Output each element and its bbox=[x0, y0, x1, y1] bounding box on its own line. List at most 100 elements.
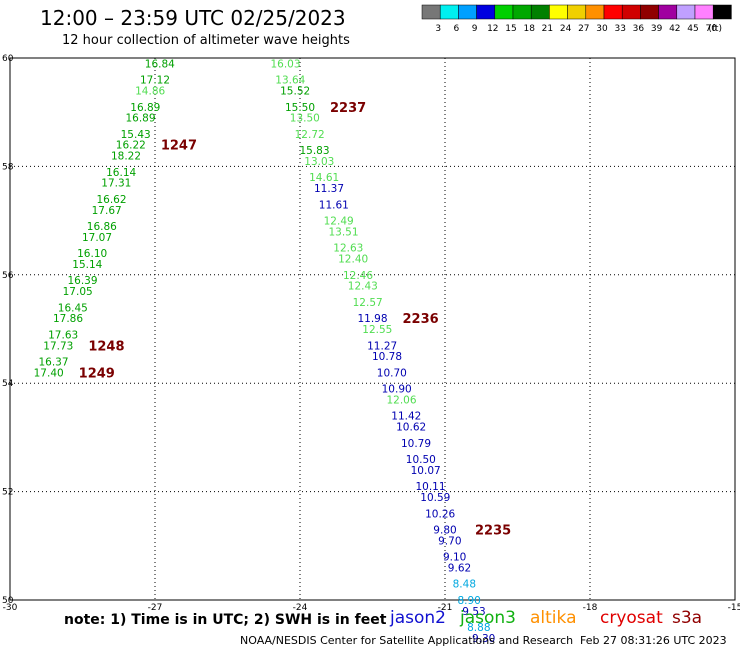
wave-height-label: 12.63 bbox=[333, 243, 363, 255]
wave-height-label: 16.89 bbox=[125, 113, 155, 125]
colorbar-label: 33 bbox=[614, 24, 625, 34]
colorbar-swatch bbox=[676, 4, 696, 20]
wave-height-label: 9.30 bbox=[472, 633, 495, 645]
y-tick-label: 50 bbox=[2, 596, 14, 606]
chart-subtitle: 12 hour collection of altimeter wave hei… bbox=[62, 33, 350, 48]
colorbar-swatch bbox=[439, 4, 459, 20]
colorbar-swatch bbox=[621, 4, 641, 20]
pass-id-label: 2236 bbox=[403, 312, 439, 327]
colorbar-label: 3 bbox=[435, 24, 441, 34]
timestamp-text: Feb 27 08:31:26 UTC 2023 bbox=[580, 634, 727, 647]
colorbar-label: 21 bbox=[542, 24, 553, 34]
wave-height-label: 11.27 bbox=[367, 340, 397, 352]
legend-s3a: s3a bbox=[672, 608, 703, 628]
colorbar-label: 15 bbox=[505, 24, 516, 34]
wave-height-label: 14.86 bbox=[135, 86, 165, 98]
wave-height-label: 17.63 bbox=[48, 329, 78, 341]
colorbar-label: 12 bbox=[487, 24, 498, 34]
wave-height-label: 8.88 bbox=[467, 622, 490, 634]
wave-height-label: 10.79 bbox=[401, 438, 431, 450]
wave-height-label: 9.10 bbox=[443, 552, 466, 564]
wave-height-label: 8.90 bbox=[457, 595, 480, 607]
y-tick-label: 60 bbox=[2, 54, 14, 64]
legend-altika: altika bbox=[530, 608, 577, 628]
colorbar-swatch bbox=[421, 4, 441, 20]
wave-height-label: 12.43 bbox=[348, 281, 378, 293]
x-tick-label: -27 bbox=[148, 603, 163, 613]
wave-height-label: 12.49 bbox=[324, 216, 354, 228]
wave-height-label: 8.48 bbox=[453, 579, 476, 591]
x-tick-label: -18 bbox=[583, 603, 598, 613]
wave-height-label: 16.14 bbox=[106, 167, 136, 179]
wave-height-label: 17.31 bbox=[101, 178, 131, 190]
colorbar-swatch bbox=[494, 4, 514, 20]
colorbar-swatch bbox=[458, 4, 477, 20]
wave-height-label: 11.37 bbox=[314, 183, 344, 195]
wave-height-label: 10.62 bbox=[396, 422, 426, 434]
wave-height-label: 12.57 bbox=[353, 297, 383, 309]
y-tick-label: 52 bbox=[2, 488, 13, 498]
wave-height-label: 17.67 bbox=[92, 205, 122, 217]
wave-height-label: 16.03 bbox=[270, 58, 300, 70]
wave-height-label: 10.90 bbox=[382, 384, 412, 396]
colorbar-swatch bbox=[712, 4, 732, 20]
wave-height-label: 10.70 bbox=[377, 367, 407, 379]
x-tick-label: -15 bbox=[728, 603, 740, 613]
wave-height-label: 9.70 bbox=[438, 535, 461, 547]
wave-height-label: 16.39 bbox=[67, 275, 97, 287]
x-tick-label: -24 bbox=[293, 603, 308, 613]
wave-height-label: 17.07 bbox=[82, 232, 112, 244]
colorbar-swatch bbox=[640, 4, 659, 20]
y-tick-label: 54 bbox=[2, 379, 14, 389]
wave-height-label: 12.40 bbox=[338, 254, 368, 266]
colorbar-label: 18 bbox=[523, 24, 535, 34]
wave-height-label: 11.98 bbox=[357, 313, 387, 325]
wave-height-label: 17.86 bbox=[53, 313, 83, 325]
wave-height-label: 17.12 bbox=[140, 75, 170, 87]
x-tick-label: -30 bbox=[3, 603, 18, 613]
colorbar-label: 6 bbox=[454, 24, 460, 34]
colorbar-swatch bbox=[476, 4, 496, 20]
colorbar-label: 27 bbox=[578, 24, 589, 34]
legend-cryosat: cryosat bbox=[600, 608, 663, 628]
legend-jason3: jason3 bbox=[460, 608, 516, 628]
wave-height-label: 16.84 bbox=[145, 58, 175, 70]
wave-height-label: 16.22 bbox=[116, 140, 146, 152]
wave-height-label: 17.40 bbox=[34, 367, 64, 379]
wave-height-label: 10.26 bbox=[425, 508, 455, 520]
wave-height-label: 14.61 bbox=[309, 172, 339, 184]
wave-height-label: 16.89 bbox=[130, 102, 160, 114]
wave-height-label: 10.78 bbox=[372, 351, 402, 363]
colorbar-label: 45 bbox=[687, 24, 698, 34]
colorbar-swatch bbox=[603, 4, 623, 20]
colorbar-label: 39 bbox=[651, 24, 663, 34]
colorbar-swatch bbox=[549, 4, 568, 20]
plot-frame bbox=[9, 57, 736, 601]
wave-height-label: 9.53 bbox=[462, 606, 485, 618]
axis-ticks: -30 -27 -24 -21 -18 -15 50 52 54 56 58 60 bbox=[2, 54, 740, 613]
wave-height-label: 12.06 bbox=[386, 394, 416, 406]
wave-height-label: 12.46 bbox=[343, 270, 373, 282]
wave-height-label: 16.37 bbox=[38, 357, 68, 369]
pass-id-label: 1249 bbox=[79, 366, 115, 381]
wave-height-label: 12.72 bbox=[295, 129, 325, 141]
wave-height-label: 9.80 bbox=[433, 525, 456, 537]
y-tick-label: 58 bbox=[2, 162, 14, 172]
wave-height-label: 10.07 bbox=[411, 465, 441, 477]
colorbar-label: 9 bbox=[472, 24, 478, 34]
footer-note: note: 1) Time is in UTC; 2) SWH is in fe… bbox=[64, 612, 387, 628]
wave-height-label: 16.10 bbox=[77, 248, 107, 260]
legend-jason2: jason2 bbox=[390, 608, 446, 628]
wave-height-label: 17.05 bbox=[63, 286, 93, 298]
pass-labels: 1247124812492237223622352234 bbox=[79, 101, 512, 539]
wave-height-label: 18.22 bbox=[111, 151, 141, 163]
wave-height-label: 15.83 bbox=[299, 145, 329, 157]
wave-height-label: 10.50 bbox=[406, 454, 436, 466]
colorbar-swatch bbox=[512, 4, 532, 20]
colorbar-swatch bbox=[585, 4, 605, 20]
y-tick-label: 56 bbox=[2, 271, 14, 281]
wave-height-label: 15.52 bbox=[280, 86, 310, 98]
wave-height-label: 16.86 bbox=[87, 221, 117, 233]
